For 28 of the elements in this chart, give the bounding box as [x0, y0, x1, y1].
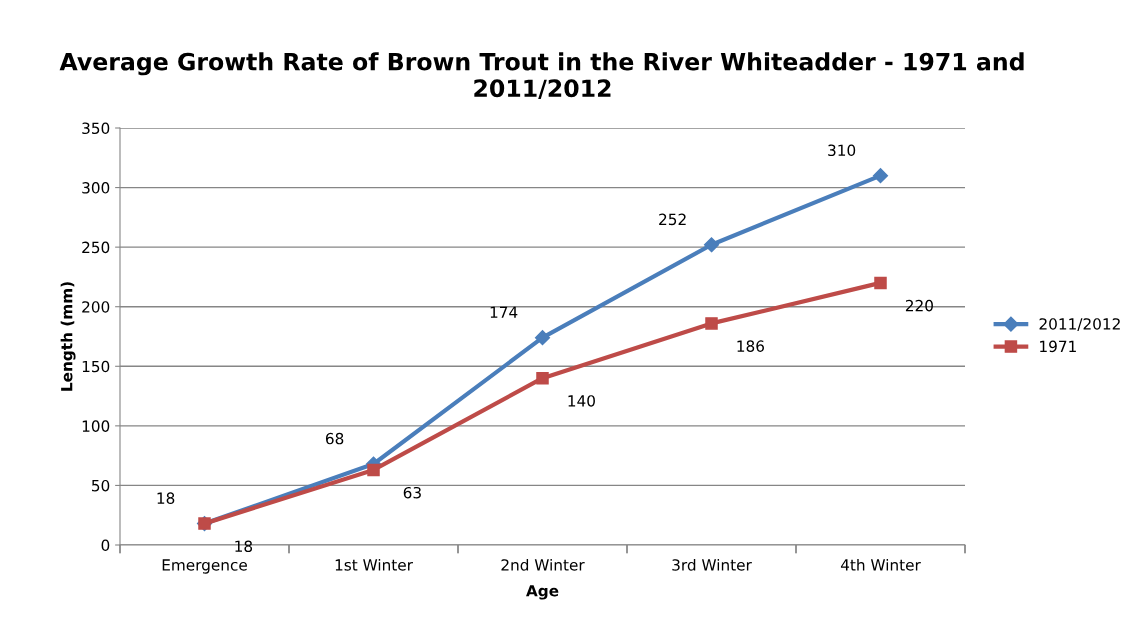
x-tick-label: 1st Winter [335, 558, 413, 571]
y-axis-title: Length (mm) [60, 282, 76, 391]
x-axis-title: Age [526, 585, 559, 600]
data-label: 140 [568, 395, 595, 407]
y-tick-label: 150 [82, 360, 110, 373]
legend-label: 1971 [1040, 340, 1076, 353]
x-tick-label: 2nd Winter [501, 558, 585, 571]
data-label: 252 [659, 213, 686, 226]
data-label: 18 [235, 540, 253, 553]
x-tick-label: Emergence [162, 559, 247, 574]
y-tick-label: 300 [82, 182, 110, 194]
chart-title: Average Growth Rate of Brown Trout in the River Whiteadder - 1971 and 2011/2012 [59, 52, 1024, 100]
legend-label: 2011/2012 [1039, 318, 1120, 331]
x-tick-label: 4th Winter [840, 558, 921, 571]
y-tick-label: 0 [101, 539, 110, 552]
y-tick-label: 50 [92, 479, 110, 492]
data-label: 18 [157, 492, 175, 504]
data-label: 186 [737, 340, 765, 352]
data-label: 220 [905, 299, 933, 312]
data-label: 310 [828, 144, 856, 157]
y-tick-label: 100 [82, 420, 110, 432]
data-label: 174 [490, 306, 518, 318]
y-tick-label: 350 [82, 122, 110, 135]
y-tick-label: 250 [82, 241, 110, 254]
x-tick-label: 3rd Winter [672, 558, 752, 571]
data-label: 63 [403, 486, 421, 499]
data-label: 68 [325, 432, 344, 445]
y-tick-label: 200 [82, 301, 110, 313]
